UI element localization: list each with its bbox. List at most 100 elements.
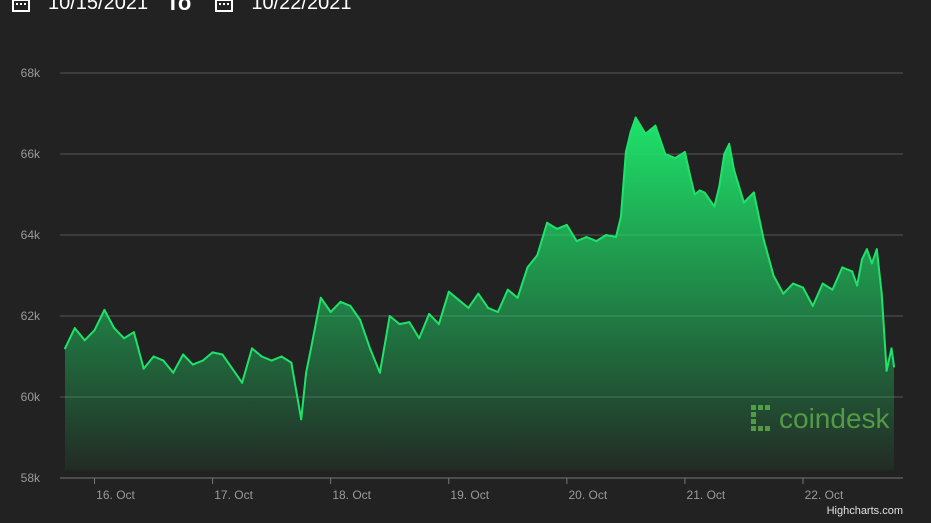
x-tick-label: 16. Oct [96,488,135,502]
data-point [792,282,795,285]
date-range-bar: 10/15/2021 To 10/22/2021 [0,0,351,18]
data-point [654,124,657,127]
data-point [546,221,549,224]
series-points [64,116,895,421]
data-point [811,304,814,307]
data-point [556,227,558,230]
data-point [762,238,765,241]
data-point [880,292,883,295]
data-point [703,191,706,194]
data-point [241,381,244,384]
data-point [201,359,204,362]
data-point [565,223,568,226]
data-point [73,327,76,330]
data-point [339,300,342,303]
data-point [113,327,116,330]
x-tick-label: 20. Oct [568,488,607,502]
data-point [861,258,863,261]
data-point [280,355,283,358]
data-point [870,262,873,265]
data-point [152,355,155,358]
data-point [506,288,509,291]
data-point [802,286,804,289]
data-point [496,311,499,313]
data-point [142,367,145,370]
data-point [619,215,622,218]
data-point [664,153,667,155]
data-point [319,296,322,299]
y-tick-label: 66k [21,147,41,161]
data-point [447,290,450,293]
data-point [310,347,312,350]
data-point [349,304,352,307]
data-point [688,173,691,176]
data-point [221,353,224,356]
data-point [713,205,716,208]
data-point [418,337,421,340]
highcharts-credits[interactable]: Highcharts.com [827,505,903,517]
data-point [885,369,888,372]
data-point [329,311,332,313]
data-point [300,418,303,421]
data-point [718,185,721,188]
data-point [536,254,539,257]
calendar-from-icon[interactable] [12,0,30,12]
data-point [644,132,647,135]
data-point [103,308,106,311]
y-tick-label: 58k [21,471,41,485]
date-from-input[interactable]: 10/15/2021 [48,0,149,14]
data-point [575,240,578,243]
data-point [841,266,844,269]
data-point [634,116,637,119]
x-tick-label: 18. Oct [332,488,371,502]
data-point [526,266,529,269]
data-point [64,347,66,350]
data-point [742,201,745,204]
series-area-fill [65,117,894,470]
data-point [388,315,391,317]
data-point [251,347,253,350]
data-point [270,359,273,362]
data-point [821,282,824,285]
data-point [123,337,125,340]
calendar-to-icon[interactable] [215,0,234,12]
data-point [437,323,440,326]
data-point [698,189,701,192]
date-to-input[interactable]: 10/22/2021 [251,0,352,14]
data-point [890,347,893,350]
data-point [408,321,411,324]
data-point [674,157,677,160]
data-point [467,306,470,309]
data-point [772,274,775,277]
x-tick-label: 19. Oct [450,488,489,502]
data-point [624,151,627,153]
data-point [615,236,617,238]
data-point [605,234,608,236]
data-point [693,193,696,196]
data-point [231,367,234,370]
data-point [172,371,175,374]
x-tick-label: 22. Oct [805,488,844,502]
data-point [305,371,308,374]
data-point [378,371,381,374]
date-range-separator: To [166,0,192,15]
data-point [83,339,86,342]
data-point [191,363,194,366]
data-point [132,331,135,334]
data-point [629,130,632,133]
data-point [851,270,854,273]
data-point [260,355,263,358]
y-axis-labels: 58k 60k 62k 64k 66k 68k [21,66,41,485]
data-point [893,365,895,368]
data-point [290,361,293,364]
data-point [369,347,371,350]
y-tick-label: 60k [21,390,41,404]
data-point [683,151,686,153]
data-point [585,236,588,238]
x-axis-labels: 16. Oct 17. Oct 18. Oct 19. Oct 20. Oct 21. O… [96,488,844,502]
data-point [831,288,834,291]
data-point [728,142,731,145]
data-point [733,169,736,172]
data-point [428,313,431,315]
